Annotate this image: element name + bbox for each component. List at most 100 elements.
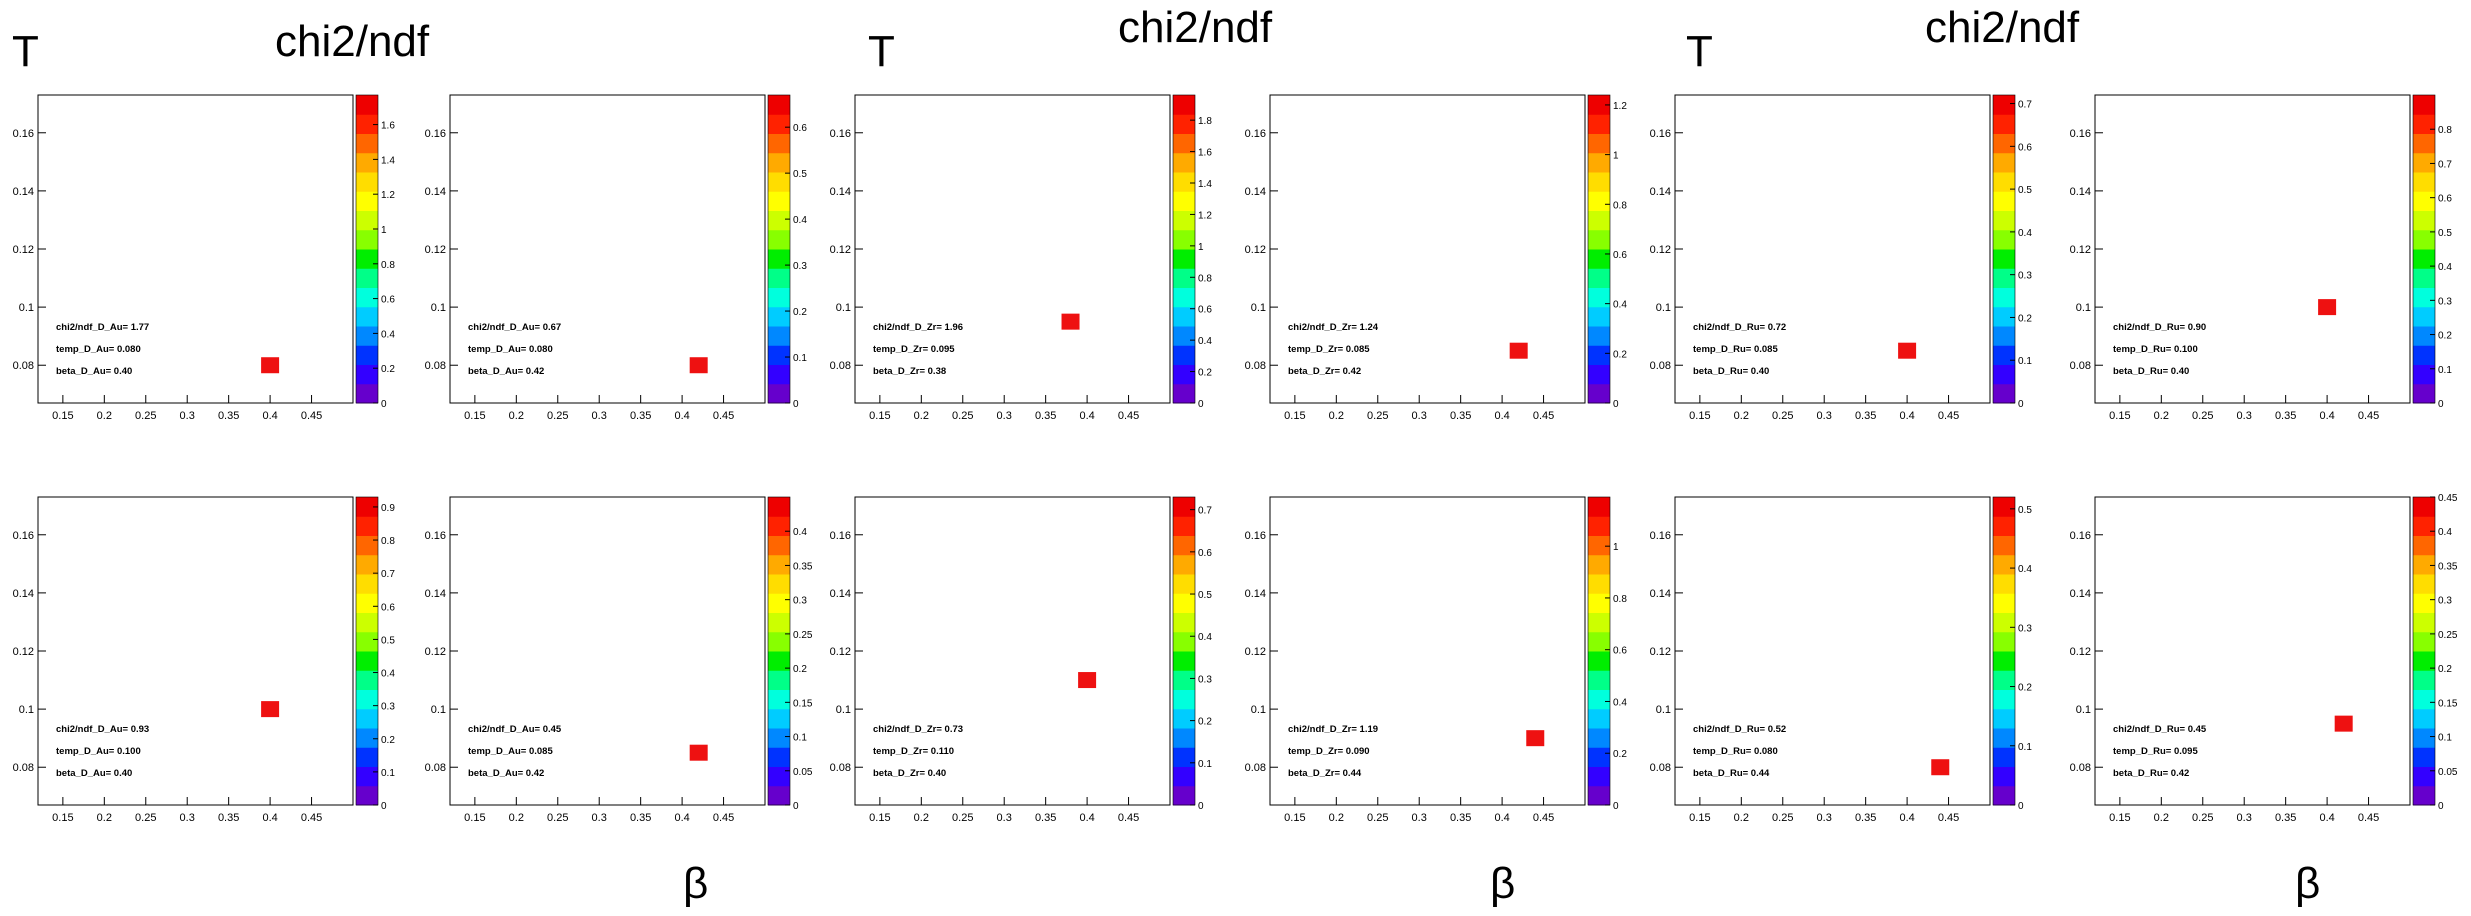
colorbar-segment — [768, 326, 790, 346]
z-tick-label: 1.2 — [381, 190, 395, 201]
z-tick-label: 0.4 — [793, 215, 807, 226]
colorbar-segment — [2413, 689, 2435, 710]
best-fit-marker — [261, 701, 280, 718]
colorbar-frame — [1992, 94, 2016, 404]
colorbar-segment — [1173, 172, 1195, 192]
colorbar-segment — [1588, 497, 1610, 517]
colorbar-segment — [1173, 152, 1195, 173]
colorbar-frame — [1587, 94, 1611, 404]
heatmap-panel: 0.15 0.2 0.25 0.3 0.35 0.4 0.45 0.08 0.1 0.12 0.14… — [830, 94, 1255, 422]
x-tick-label: 0.45 — [1118, 812, 1139, 824]
plot-frame — [1674, 496, 1991, 806]
z-tick-label: 0.1 — [1198, 759, 1212, 770]
z-tick-label: 0.3 — [2438, 296, 2452, 307]
y-tick-label: 0.16 — [1245, 530, 1266, 542]
y-tick-label: 0.12 — [830, 646, 851, 658]
x-tick-label: 0.2 — [509, 410, 524, 422]
y-tick-label: 0.12 — [830, 244, 851, 256]
colorbar-segment — [2413, 516, 2435, 536]
z-tick-label: 1 — [381, 225, 387, 236]
x-tick-label: 0.25 — [135, 410, 156, 422]
x-tick-label: 0.2 — [97, 812, 112, 824]
colorbar-segment — [1173, 747, 1195, 767]
y-tick-label: 0.16 — [1650, 530, 1671, 542]
y-tick-label: 0.08 — [425, 360, 446, 372]
colorbar-segment — [768, 229, 790, 250]
beta-axis-title-3: β — [2295, 859, 2321, 908]
x-tick-label: 0.45 — [1118, 410, 1139, 422]
z-tick-label: 0.3 — [2438, 596, 2452, 607]
colorbar-segment — [356, 306, 378, 327]
y-tick-label: 0.14 — [425, 588, 446, 600]
fit-stats: chi2/ndf_D_Zr= 1.96 temp_D_Zr= 0.095 beta_… — [873, 317, 963, 383]
fit-stat-line: chi2/ndf_D_Zr= 1.19 — [1288, 724, 1379, 735]
plot-frame — [37, 496, 354, 806]
y-tick-label: 0.16 — [1650, 128, 1671, 140]
colorbar-segment — [1173, 383, 1195, 404]
colorbar-segment — [1588, 785, 1610, 806]
colorbar-segment — [1173, 249, 1195, 269]
colorbar-frame — [1172, 94, 1196, 404]
y-tick-label: 0.08 — [2070, 360, 2091, 372]
colorbar-segment — [1588, 554, 1610, 575]
fit-stat-line: temp_D_Au= 0.080 — [468, 344, 553, 355]
colorbar-segment — [768, 364, 790, 385]
y-tick-label: 0.16 — [1245, 128, 1266, 140]
fit-stat-line: chi2/ndf_D_Ru= 0.52 — [1693, 724, 1787, 735]
plot-frame — [449, 94, 766, 404]
colorbar-segment — [356, 383, 378, 404]
y-tick-label: 0.12 — [13, 646, 34, 658]
colorbar-segment — [1173, 728, 1195, 748]
colorbar-segment — [356, 785, 378, 806]
x-tick-label: 0.25 — [952, 812, 973, 824]
fit-stats: chi2/ndf_D_Au= 0.45 temp_D_Au= 0.085 beta_… — [468, 719, 561, 785]
z-tick-label: 0.1 — [2438, 365, 2452, 376]
x-tick-label: 0.2 — [509, 812, 524, 824]
colorbar-segment — [1588, 191, 1610, 211]
colorbar-segment — [356, 689, 378, 710]
z-tick-label: 0.05 — [2438, 767, 2458, 778]
fit-stat-line: chi2/ndf_D_Ru= 0.45 — [2113, 724, 2207, 735]
y-tick-label: 0.08 — [1245, 762, 1266, 774]
plot-frame — [449, 496, 766, 806]
colorbar-segment — [1173, 268, 1195, 288]
colorbar-segment — [356, 210, 378, 231]
colorbar-segment — [1993, 766, 2015, 787]
y-tick-label: 0.16 — [13, 530, 34, 542]
colorbar-segment — [356, 364, 378, 385]
colorbar-segment — [1173, 364, 1195, 385]
y-tick-label: 0.1 — [1656, 302, 1671, 314]
fit-stats: chi2/ndf_D_Ru= 0.45 temp_D_Ru= 0.095 beta_… — [2113, 719, 2206, 785]
z-tick-label: 0.8 — [1613, 594, 1627, 605]
y-tick-label: 0.1 — [1251, 704, 1266, 716]
colorbar-segment — [1993, 554, 2015, 575]
y-tick-label: 0.16 — [830, 530, 851, 542]
x-tick-label: 0.3 — [1817, 812, 1832, 824]
x-tick-label: 0.2 — [2154, 410, 2169, 422]
colorbar-segment — [1588, 747, 1610, 767]
colorbar-frame — [355, 94, 379, 404]
x-tick-label: 0.15 — [869, 410, 890, 422]
fit-stat-line: chi2/ndf_D_Zr= 0.73 — [873, 724, 964, 735]
x-tick-label: 0.4 — [1079, 812, 1094, 824]
x-tick-label: 0.15 — [1284, 410, 1305, 422]
fit-stat-line: temp_D_Zr= 0.095 — [873, 344, 955, 355]
x-tick-label: 0.4 — [262, 410, 277, 422]
colorbar-segment — [768, 554, 790, 575]
x-tick-label: 0.15 — [2109, 410, 2130, 422]
fit-stat-line: beta_D_Zr= 0.38 — [873, 366, 947, 377]
z-tick-label: 0.6 — [381, 602, 395, 613]
y-tick-label: 0.08 — [830, 762, 851, 774]
y-tick-label: 0.1 — [2076, 704, 2091, 716]
z-tick-label: 0.1 — [2438, 733, 2452, 744]
colorbar-segment — [1993, 172, 2015, 192]
colorbar-segment — [356, 133, 378, 154]
colorbar-segment — [2413, 229, 2435, 250]
z-tick-label: 0.4 — [2438, 527, 2452, 538]
best-fit-marker — [1078, 672, 1097, 689]
colorbar-segment — [1173, 612, 1195, 633]
colorbar-segment — [768, 535, 790, 556]
fit-stats: chi2/ndf_D_Au= 0.93 temp_D_Au= 0.100 beta_… — [56, 719, 149, 785]
colorbar-segment — [1173, 516, 1195, 536]
fit-stats: chi2/ndf_D_Zr= 0.73 temp_D_Zr= 0.110 beta_… — [873, 719, 963, 785]
